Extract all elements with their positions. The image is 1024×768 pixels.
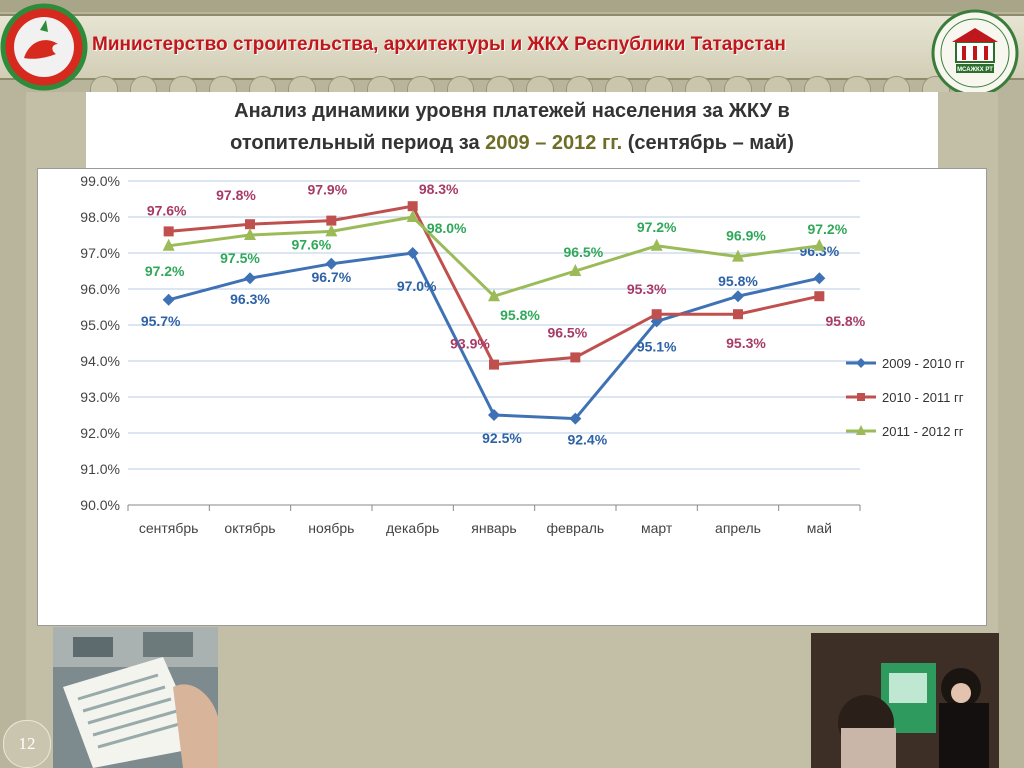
data-label: 92.4%	[567, 432, 607, 448]
data-point	[488, 409, 500, 421]
y-tick-label: 93.0%	[80, 389, 120, 405]
data-label: 97.5%	[220, 250, 260, 266]
x-tick-label: январь	[471, 520, 516, 536]
data-point	[162, 293, 175, 306]
x-tick-label: октябрь	[224, 520, 275, 536]
y-tick-label: 95.0%	[80, 317, 120, 333]
data-label: 96.3%	[230, 291, 270, 307]
x-tick-label: май	[807, 520, 832, 536]
x-tick-label: сентябрь	[139, 520, 199, 536]
data-point	[244, 272, 256, 285]
svg-text:МСАЖКХ РТ: МСАЖКХ РТ	[957, 67, 993, 73]
slide-title-years: 2009 – 2012 гг.	[485, 132, 623, 154]
x-tick-label: февраль	[546, 520, 604, 536]
data-label: 92.5%	[482, 430, 522, 446]
data-label: 97.2%	[807, 221, 847, 237]
x-tick-label: ноябрь	[308, 520, 354, 536]
receipts-photo	[53, 627, 218, 768]
ministry-title: Министерство строительства, архитектуры …	[92, 34, 786, 55]
data-label: 97.2%	[145, 263, 185, 279]
x-tick-label: декабрь	[386, 520, 439, 536]
data-point	[406, 210, 419, 222]
data-point	[813, 272, 826, 285]
data-label: 97.9%	[307, 182, 347, 198]
data-point	[814, 291, 825, 302]
legend-label: 2011 - 2012 гг	[882, 424, 964, 439]
top-band	[0, 0, 1024, 12]
y-tick-label: 94.0%	[80, 353, 120, 369]
data-point	[813, 238, 826, 251]
data-point	[732, 249, 744, 262]
y-tick-label: 92.0%	[80, 425, 120, 441]
data-label: 96.7%	[311, 269, 351, 285]
data-point	[244, 228, 256, 240]
tatarstan-emblem-icon	[0, 3, 88, 91]
data-label: 95.3%	[726, 335, 766, 351]
legend-marker	[856, 358, 866, 368]
data-point	[489, 359, 499, 370]
data-label: 95.8%	[718, 273, 758, 289]
data-point	[325, 257, 338, 270]
data-label: 95.7%	[141, 313, 181, 329]
data-point	[326, 215, 337, 226]
data-point	[407, 201, 418, 212]
data-label: 96.5%	[547, 324, 587, 340]
legend-marker	[856, 425, 866, 435]
y-tick-label: 97.0%	[80, 245, 120, 261]
data-point	[569, 412, 582, 425]
data-label: 96.5%	[563, 244, 603, 260]
slide-title-suffix: (сентябрь – май)	[622, 132, 794, 154]
data-label: 97.6%	[147, 202, 187, 218]
data-label: 93.9%	[450, 336, 490, 352]
data-point	[325, 224, 338, 237]
data-point	[245, 219, 255, 230]
x-tick-label: апрель	[715, 520, 761, 536]
slide-title-line-1: Анализ динамики уровня платежей населени…	[234, 100, 790, 122]
data-label: 95.1%	[637, 338, 677, 354]
data-label: 98.3%	[419, 181, 459, 197]
legend-marker	[857, 393, 865, 401]
y-tick-label: 96.0%	[80, 281, 120, 297]
data-point	[650, 238, 663, 251]
ministry-logo-icon: МСАЖКХ РТ	[931, 9, 1019, 97]
slide-title: Анализ динамики уровня платежей населени…	[86, 92, 938, 170]
data-label: 95.3%	[627, 281, 667, 297]
data-point	[732, 290, 744, 303]
y-tick-label: 98.0%	[80, 209, 120, 225]
data-label: 97.8%	[216, 187, 256, 203]
slide-title-prefix: отопительный период за	[230, 132, 486, 154]
payment-terminal-photo	[811, 633, 999, 768]
page-number: 12	[3, 720, 51, 768]
header-bar	[0, 14, 1024, 80]
data-label: 97.6%	[291, 236, 331, 252]
slide-title-line-2: отопительный период за 2009 – 2012 гг. (…	[86, 132, 938, 155]
data-label: 96.9%	[726, 228, 766, 244]
data-point	[733, 309, 743, 320]
decorative-scallops	[90, 76, 951, 93]
y-tick-label: 90.0%	[80, 497, 120, 513]
data-label: 97.2%	[637, 219, 677, 235]
chart-canvas: 99.0% 98.0% 97.0% 96.0% 95.0% 94.0% 93.0% 92.0%…	[80, 173, 965, 536]
legend-label: 2010 - 2011 гг	[882, 390, 964, 405]
data-point	[163, 226, 174, 237]
x-tick-label: март	[641, 520, 673, 536]
data-point	[569, 264, 582, 276]
data-label: 97.0%	[397, 278, 437, 294]
data-label: 95.8%	[500, 307, 540, 323]
y-tick-label: 99.0%	[80, 173, 120, 189]
data-point	[488, 289, 500, 302]
data-label: 95.8%	[825, 313, 865, 329]
data-point	[570, 352, 581, 363]
payment-level-chart: 99.0% 98.0% 97.0% 96.0% 95.0% 94.0% 93.0% 92.0%…	[37, 168, 987, 626]
legend-label: 2009 - 2010 гг	[882, 356, 965, 371]
data-point	[406, 247, 419, 259]
data-label: 98.0%	[427, 220, 467, 236]
y-tick-label: 91.0%	[80, 461, 120, 477]
data-point	[162, 238, 175, 251]
data-point	[651, 309, 662, 320]
